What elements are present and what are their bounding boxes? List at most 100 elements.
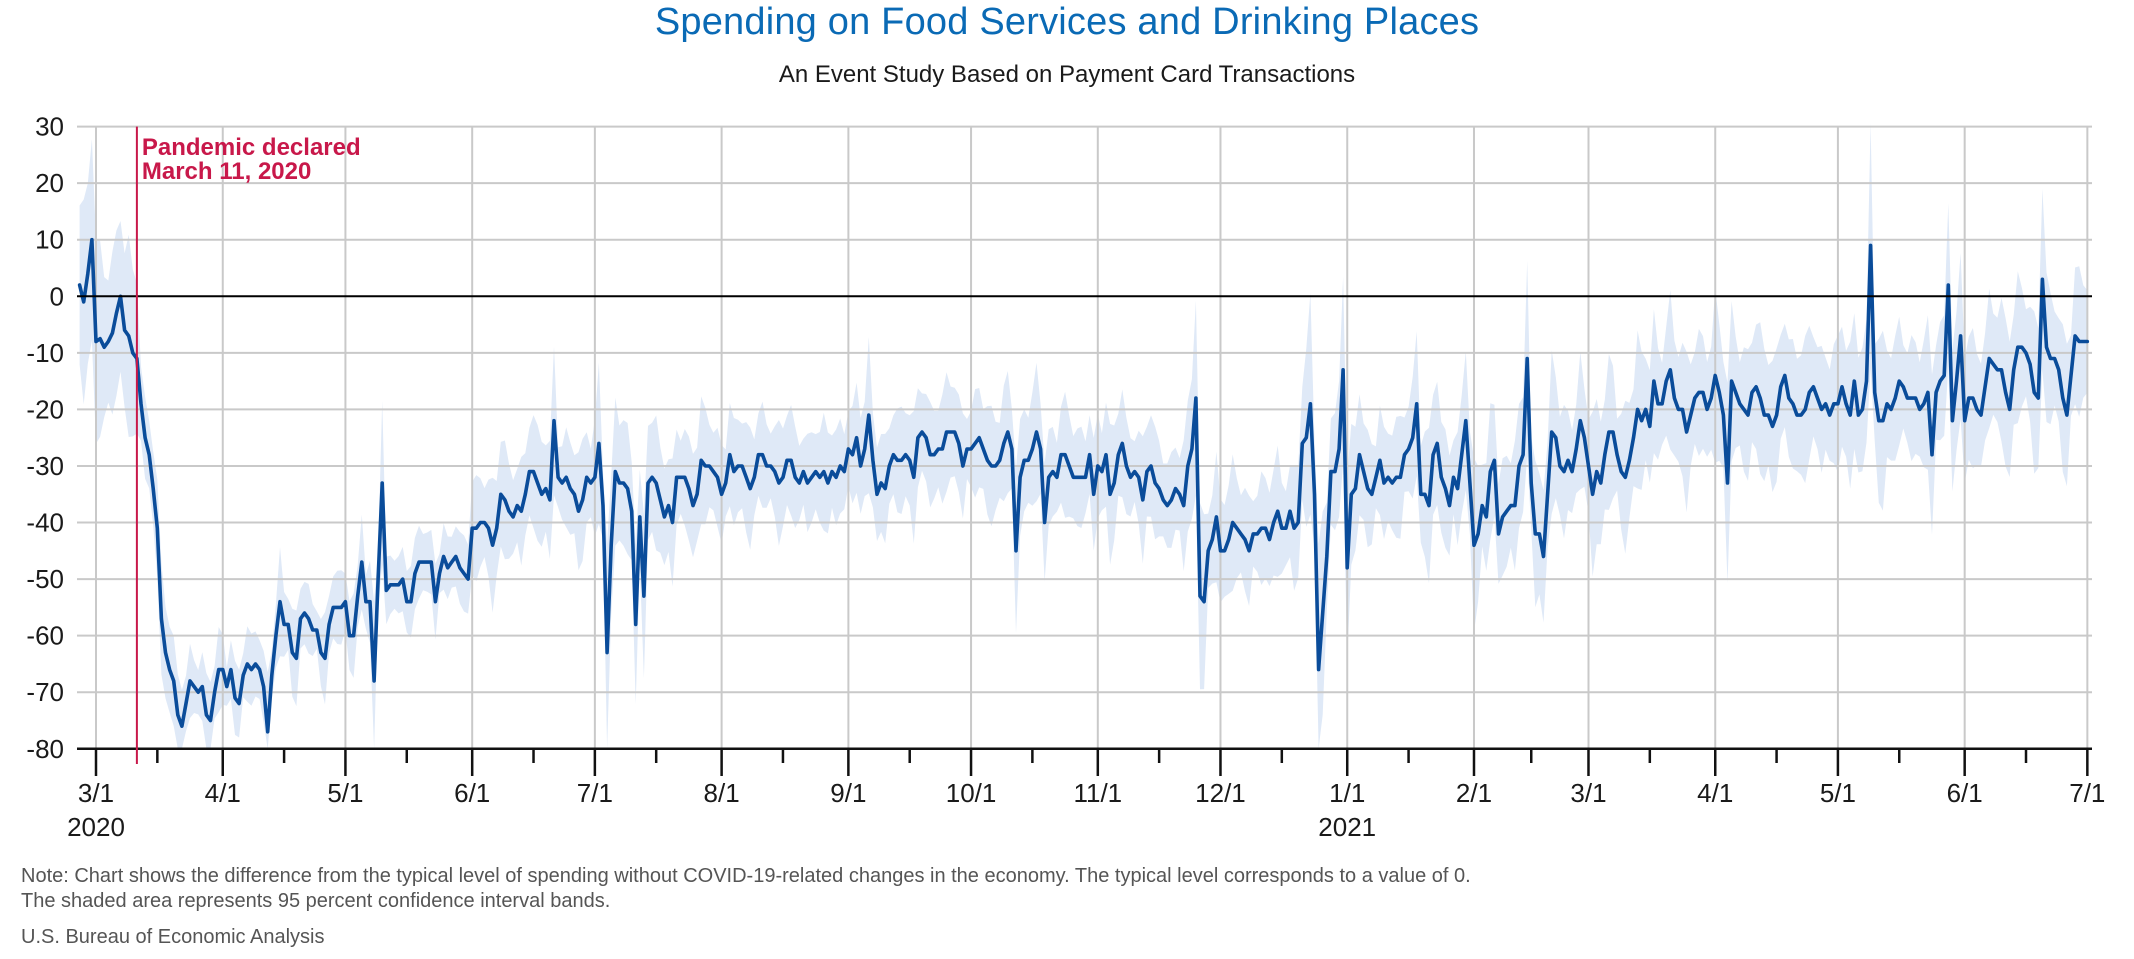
data-point xyxy=(1174,487,1177,490)
data-point xyxy=(540,493,543,496)
data-point xyxy=(638,515,641,519)
data-point xyxy=(1587,464,1590,468)
data-point xyxy=(716,476,719,479)
data-point xyxy=(401,577,404,581)
data-point xyxy=(1583,436,1586,439)
data-point xyxy=(1444,487,1447,490)
data-point xyxy=(875,493,879,496)
data-point xyxy=(610,544,613,547)
data-point xyxy=(1153,481,1157,485)
data-point xyxy=(1996,368,1999,371)
data-point xyxy=(1955,379,1958,383)
data-point xyxy=(904,453,907,456)
data-point xyxy=(1431,453,1435,456)
data-point xyxy=(1943,374,1946,377)
data-point xyxy=(1730,379,1733,383)
data-point xyxy=(622,481,625,485)
data-point xyxy=(2049,357,2052,360)
data-point xyxy=(532,470,535,473)
data-point xyxy=(1546,493,1549,496)
data-point xyxy=(475,527,478,530)
data-point xyxy=(385,589,388,592)
data-point xyxy=(859,464,862,468)
data-point xyxy=(487,527,490,530)
data-point xyxy=(274,634,278,637)
data-point xyxy=(107,340,110,343)
data-point xyxy=(450,560,453,564)
data-point xyxy=(1710,396,1713,400)
data-point xyxy=(1284,527,1288,530)
data-point xyxy=(732,470,736,473)
x-tick-label: 5/1 xyxy=(327,778,363,808)
data-point xyxy=(1440,476,1443,479)
x-tick-label: 7/1 xyxy=(2069,778,2105,808)
data-point xyxy=(250,668,253,671)
data-point xyxy=(1288,510,1292,513)
data-point xyxy=(148,453,151,456)
data-point xyxy=(1853,379,1856,383)
data-point xyxy=(229,668,233,671)
data-point xyxy=(1701,391,1705,394)
data-point xyxy=(1938,379,1942,383)
data-point xyxy=(1771,425,1774,428)
data-point xyxy=(663,515,666,519)
data-point xyxy=(2008,408,2011,411)
data-point xyxy=(1063,453,1067,456)
data-point xyxy=(933,453,936,456)
data-point xyxy=(466,577,470,581)
data-point xyxy=(2016,346,2020,349)
data-point xyxy=(225,685,228,688)
data-point xyxy=(1117,453,1120,456)
data-point xyxy=(1481,504,1484,507)
data-point xyxy=(1145,470,1149,473)
data-point xyxy=(1742,408,1746,411)
data-point xyxy=(1971,396,1975,400)
data-point xyxy=(704,464,707,468)
data-point xyxy=(131,351,134,355)
data-point xyxy=(736,464,740,468)
data-point xyxy=(1615,453,1619,456)
data-point xyxy=(2004,391,2007,394)
data-point xyxy=(242,674,245,677)
data-point xyxy=(920,430,924,434)
y-tick-label: -10 xyxy=(26,338,64,368)
data-point xyxy=(597,442,601,445)
data-point xyxy=(2078,340,2081,343)
data-point xyxy=(1889,408,1893,411)
data-point xyxy=(332,606,335,609)
data-point xyxy=(1292,527,1296,530)
data-point xyxy=(1464,419,1468,422)
data-point xyxy=(1043,521,1046,524)
data-point xyxy=(924,436,928,439)
data-point xyxy=(511,515,515,519)
data-point xyxy=(237,702,241,705)
annotation-label-line1: Pandemic declared xyxy=(142,134,361,161)
data-point xyxy=(1779,385,1782,388)
data-point xyxy=(1644,408,1647,411)
data-point xyxy=(1280,527,1284,530)
data-point xyxy=(1362,470,1365,473)
data-point xyxy=(806,481,809,485)
data-point xyxy=(1738,402,1742,405)
data-point xyxy=(1624,476,1627,479)
data-point xyxy=(397,583,400,586)
data-point xyxy=(1677,408,1680,411)
data-point xyxy=(560,481,564,485)
data-point xyxy=(691,504,695,507)
data-point xyxy=(1027,459,1030,462)
data-point xyxy=(192,685,196,688)
data-point xyxy=(1239,532,1243,536)
data-point xyxy=(426,560,429,564)
data-point xyxy=(1047,476,1050,479)
data-point xyxy=(1035,430,1038,434)
data-point xyxy=(1448,504,1451,507)
y-axis: 30 20 10 0 -10 -20 -30 -40 -50 -60 -70 -80 xyxy=(26,112,64,764)
data-point xyxy=(1783,374,1787,377)
data-point xyxy=(1333,470,1337,473)
data-point xyxy=(2073,334,2077,338)
data-point xyxy=(573,493,576,496)
data-point xyxy=(1104,453,1108,456)
data-point xyxy=(973,442,977,445)
data-point xyxy=(655,481,658,485)
data-point xyxy=(1767,413,1770,417)
